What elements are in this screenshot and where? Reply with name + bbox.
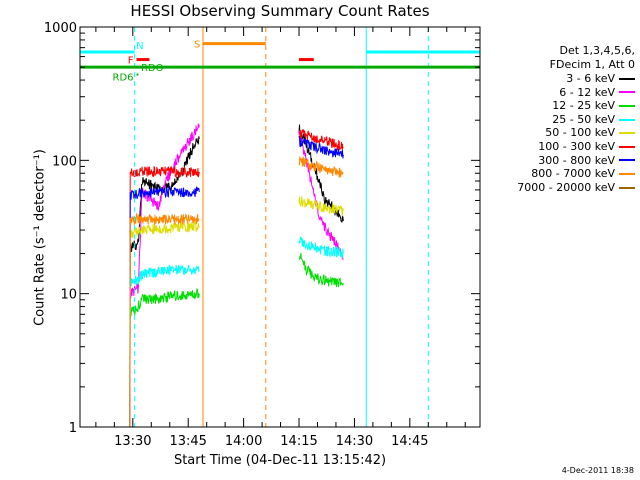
series-line-4-segment-1 [298, 196, 344, 217]
legend-entry-label: 25 - 50 keV [552, 112, 615, 126]
y-tick-label-1: 1 [69, 421, 77, 436]
legend-header-line-2: FDecim 1, Att 0 [549, 58, 635, 71]
legend: Det 1,3,4,5,6, FDecim 1, Att 0 3 - 6 keV… [485, 44, 635, 194]
series-line-6-segment-0 [129, 184, 200, 428]
series-line-3-segment-1 [298, 236, 344, 259]
legend-swatch [619, 91, 635, 94]
legend-swatch [619, 132, 635, 135]
series-line-0-segment-0 [129, 136, 200, 428]
y-tick-label-100: 100 [52, 154, 77, 169]
series-line-5-segment-0 [129, 165, 200, 428]
flag-label-rd6: RD6 [113, 73, 134, 84]
series-line-5-segment-1 [298, 129, 344, 151]
x-tick-label-1415: 14:15 [280, 434, 317, 449]
legend-swatch [619, 159, 635, 162]
x-tick-label-1445: 14:45 [391, 434, 428, 449]
flag-label-f: F [128, 56, 134, 67]
series-line-2-segment-1 [298, 252, 344, 288]
plot-frame [79, 26, 481, 428]
legend-entry-6: 300 - 800 keV [485, 154, 635, 168]
legend-entry-label: 300 - 800 keV [538, 153, 615, 167]
series-line-7-segment-0 [129, 212, 200, 428]
legend-entry-label: 12 - 25 keV [552, 99, 615, 113]
legend-entry-label: 6 - 12 keV [559, 85, 615, 99]
series-line-6-segment-1 [298, 135, 344, 159]
x-tick-label-1400: 14:00 [225, 434, 262, 449]
flag-label-rdo: RDO [141, 63, 164, 74]
series-line-2-segment-0 [129, 288, 200, 428]
legend-entry-2: 12 - 25 keV [485, 99, 635, 113]
legend-entry-label: 50 - 100 keV [545, 126, 615, 140]
legend-entry-7: 800 - 7000 keV [485, 167, 635, 181]
plot-timestamp: 4-Dec-2011 18:38 [561, 466, 634, 475]
legend-entry-5: 100 - 300 keV [485, 140, 635, 154]
series-line-1-segment-1 [298, 130, 344, 260]
series-line-7-segment-1 [298, 155, 344, 178]
legend-swatch [619, 77, 635, 80]
legend-entry-label: 7000 - 20000 keV [517, 180, 615, 194]
series-line-1-segment-0 [129, 123, 200, 428]
legend-entry-0: 3 - 6 keV [485, 72, 635, 86]
flag-label-n: N [136, 41, 143, 52]
legend-swatch [619, 145, 635, 148]
x-axis-label: Start Time (04-Dec-11 13:15:42) [173, 453, 387, 468]
x-tick-label-1330: 13:30 [114, 434, 151, 449]
legend-entry-4: 50 - 100 keV [485, 126, 635, 140]
x-tick-label-1345: 13:45 [169, 434, 206, 449]
legend-entry-label: 100 - 300 keV [538, 139, 615, 153]
series-line-4-segment-0 [129, 220, 200, 428]
legend-swatch [619, 172, 635, 175]
series-line-3-segment-0 [129, 264, 200, 428]
legend-swatch [619, 118, 635, 121]
legend-swatch [619, 104, 635, 107]
y-tick-label-1000: 1000 [44, 21, 77, 36]
y-tick-label-10: 10 [60, 288, 77, 303]
legend-entry-label: 3 - 6 keV [566, 72, 615, 85]
legend-entry-8: 7000 - 20000 keV [485, 181, 635, 195]
legend-swatch [619, 186, 635, 189]
legend-header-line-1: Det 1,3,4,5,6, [559, 44, 635, 57]
legend-entry-label: 800 - 7000 keV [531, 167, 615, 181]
x-tick-label-1430: 14:30 [336, 434, 373, 449]
legend-entry-1: 6 - 12 keV [485, 86, 635, 100]
flag-label-s: S [194, 40, 200, 51]
legend-entry-3: 25 - 50 keV [485, 113, 635, 127]
chart-title: HESSI Observing Summary Count Rates [130, 2, 430, 20]
